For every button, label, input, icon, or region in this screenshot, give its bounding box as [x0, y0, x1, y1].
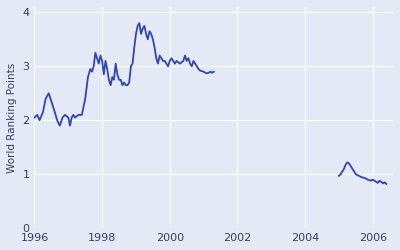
- Y-axis label: World Ranking Points: World Ranking Points: [7, 62, 17, 173]
